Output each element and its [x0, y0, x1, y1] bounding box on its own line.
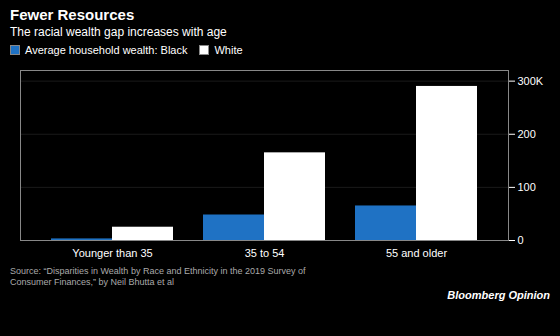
svg-text:35 to 54: 35 to 54: [245, 247, 285, 259]
svg-text:Younger than 35: Younger than 35: [72, 247, 152, 259]
svg-text:300K: 300K: [518, 75, 544, 87]
svg-text:55 and older: 55 and older: [386, 247, 447, 259]
svg-text:100: 100: [518, 181, 536, 193]
html-text:The racial wealth gap increase: The racial wealth gap increases with age: [10, 25, 227, 39]
html-text:White: White: [214, 44, 243, 56]
html-text:Source: “Disparities in Wealth: Source: “Disparities in Wealth by Race a…: [10, 266, 306, 287]
svg-text:0: 0: [518, 234, 524, 246]
html-text:Bloomberg Opinion: Bloomberg Opinion: [447, 289, 550, 301]
svg-text:200: 200: [518, 128, 536, 140]
html-text:Average household wealth: Blac: Average household wealth: Black: [25, 44, 188, 56]
html-text:Fewer Resources: Fewer Resources: [10, 6, 135, 23]
